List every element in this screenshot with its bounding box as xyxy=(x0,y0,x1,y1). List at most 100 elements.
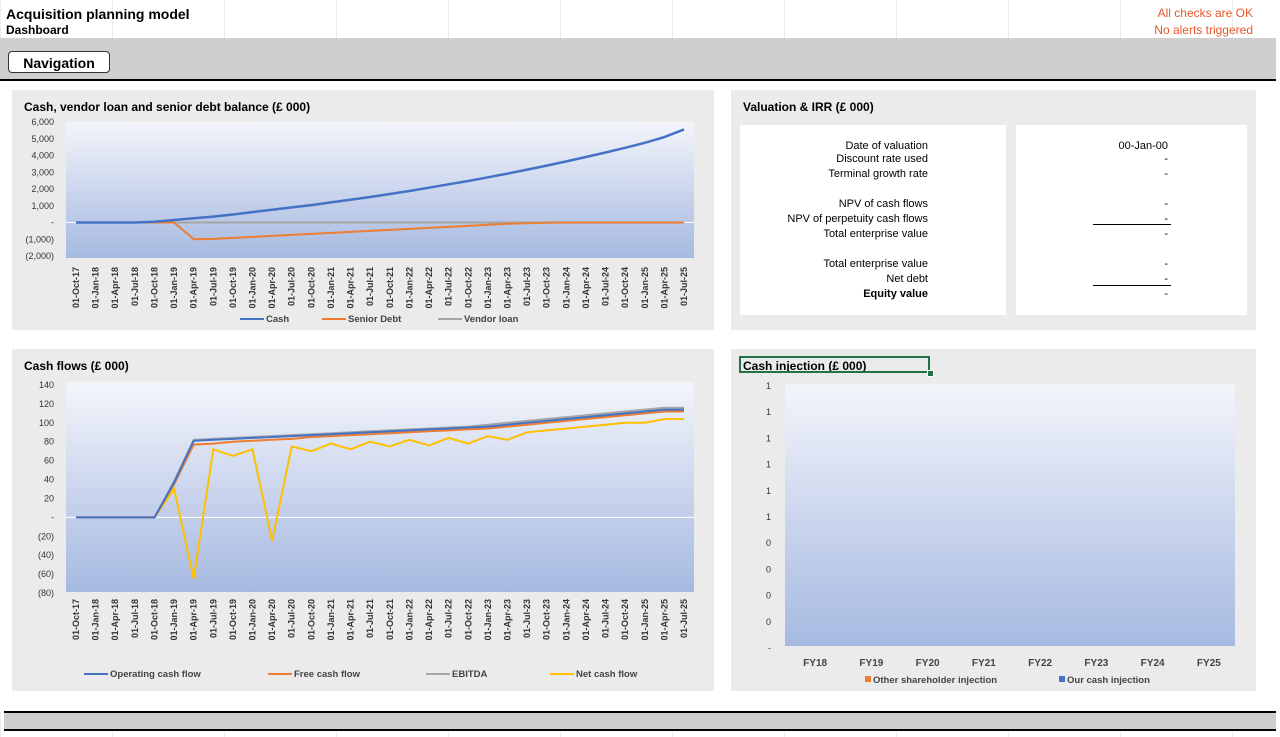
legend-label: Senior Debt xyxy=(348,314,402,325)
legend-label: Operating cash flow xyxy=(110,669,201,680)
x-tick-label: 01-Oct-17 xyxy=(71,267,81,308)
x-tick-label: 01-Jan-25 xyxy=(640,599,650,641)
selected-cell[interactable] xyxy=(739,356,930,373)
series-line-senior-debt xyxy=(76,221,684,241)
plot-area xyxy=(66,122,694,258)
y-tick-label: 3,000 xyxy=(31,167,54,177)
x-tick-label: 01-Oct-22 xyxy=(463,599,473,640)
checks-status: All checks are OK xyxy=(1157,6,1253,20)
x-tick-label: 01-Oct-20 xyxy=(306,267,316,308)
valuation-label: NPV of cash flows xyxy=(838,198,928,210)
x-tick-label: 01-Jan-20 xyxy=(248,267,258,309)
cash-injection-chart: 1 1 1 1 1 1 0 0 0 0 - FY18 FY19 FY20 FY21 FY22 FY23 FY24 F… xyxy=(766,381,1221,686)
x-tick-label: 01-Jan-19 xyxy=(169,599,179,641)
valuation-value: - xyxy=(1164,213,1168,225)
x-tick-label: 01-Jan-24 xyxy=(561,267,571,309)
y-tick-label: 40 xyxy=(44,475,54,485)
x-tick-label: 01-Oct-24 xyxy=(620,267,630,308)
valuation-label: Total enterprise value xyxy=(823,258,928,270)
x-tick-label: FY18 xyxy=(803,658,827,669)
valuation-label: Date of valuation xyxy=(845,140,928,152)
x-tick-label: 01-Jan-19 xyxy=(169,267,179,309)
legend-label: EBITDA xyxy=(452,669,488,680)
footer-band xyxy=(4,711,1276,731)
x-tick-label: 01-Jul-18 xyxy=(130,267,140,306)
x-tick-label: 01-Oct-21 xyxy=(385,599,395,640)
y-tick-label: (1,000) xyxy=(25,234,54,244)
valuation-value: 00-Jan-00 xyxy=(1118,140,1168,152)
valuation-label: Total enterprise value xyxy=(823,228,928,240)
y-tick-label: - xyxy=(51,218,54,228)
y-tick-label: (60) xyxy=(38,569,54,579)
x-tick-label: 01-Jul-25 xyxy=(679,267,689,306)
legend-swatch xyxy=(1059,676,1065,682)
series-line-ebitda xyxy=(76,406,684,519)
fill-handle[interactable] xyxy=(927,370,934,377)
header-band xyxy=(0,38,1276,79)
y-tick-label: 0 xyxy=(766,617,771,627)
y-tick-label: (40) xyxy=(38,550,54,560)
y-tick-label: (80) xyxy=(38,588,54,598)
x-tick-label: FY19 xyxy=(859,658,883,669)
x-tick-label: 01-Jul-21 xyxy=(365,599,375,638)
x-tick-label: FY23 xyxy=(1084,658,1108,669)
x-tick-label: 01-Oct-22 xyxy=(463,267,473,308)
x-tick-label: 01-Jan-20 xyxy=(248,599,258,641)
valuation-values-box xyxy=(1016,125,1247,315)
balance-chart-panel[interactable]: Cash, vendor loan and senior debt balanc… xyxy=(12,90,714,330)
legend-label: Cash xyxy=(266,314,289,325)
y-tick-label: 1,000 xyxy=(31,201,54,211)
x-tick-label: 01-Apr-20 xyxy=(267,267,277,309)
y-tick-label: 20 xyxy=(44,493,54,503)
divider xyxy=(0,79,1276,81)
x-tick-label: 01-Apr-21 xyxy=(346,267,356,309)
x-tick-label: 01-Jan-24 xyxy=(561,599,571,641)
x-tick-label: 01-Apr-19 xyxy=(189,267,199,309)
x-tick-label: 01-Jul-24 xyxy=(601,267,611,306)
x-tick-label: 01-Apr-22 xyxy=(424,267,434,309)
x-tick-label: FY22 xyxy=(1028,658,1052,669)
x-tick-label: 01-Oct-23 xyxy=(542,267,552,308)
y-tick-label: 1 xyxy=(766,407,771,417)
x-tick-label: FY25 xyxy=(1197,658,1221,669)
y-tick-label: 80 xyxy=(44,437,54,447)
valuation-labels-box xyxy=(740,125,1006,315)
chart-title: Cash flows (£ 000) xyxy=(24,359,129,373)
model-title: Acquisition planning model xyxy=(6,6,190,22)
x-tick-label: 01-Apr-24 xyxy=(581,599,591,641)
x-tick-label: 01-Jul-19 xyxy=(208,599,218,638)
chart-title: Cash injection (£ 000) xyxy=(743,359,867,373)
x-tick-label: 01-Jul-18 xyxy=(130,599,140,638)
y-tick-label: 60 xyxy=(44,456,54,466)
legend-label: Net cash flow xyxy=(576,669,638,680)
navigation-button[interactable]: Navigation xyxy=(8,51,110,73)
x-tick-label: 01-Jul-23 xyxy=(522,599,532,638)
x-tick-label: 01-Apr-23 xyxy=(502,267,512,309)
valuation-label: Net debt xyxy=(886,273,928,285)
balance-chart: 6,000 5,000 4,000 3,000 2,000 1,000 - (1,000) (2… xyxy=(25,117,694,325)
series-line-cash xyxy=(76,128,685,224)
chart-title: Cash, vendor loan and senior debt balanc… xyxy=(24,100,311,114)
x-tick-label: 01-Oct-20 xyxy=(306,599,316,640)
valuation-label: Discount rate used xyxy=(836,153,928,165)
series-line-operating-cash-flow xyxy=(76,408,684,519)
y-tick-label: 1 xyxy=(766,460,771,470)
x-tick-label: 01-Apr-20 xyxy=(267,599,277,641)
valuation-label: NPV of perpetuity cash flows xyxy=(787,213,928,225)
y-tick-label: 5,000 xyxy=(31,134,54,144)
x-tick-label: 01-Apr-23 xyxy=(502,599,512,641)
x-tick-label: 01-Apr-19 xyxy=(189,599,199,641)
x-tick-label: 01-Jan-23 xyxy=(483,599,493,641)
valuation-value: - xyxy=(1164,153,1168,165)
series-line-free-cash-flow xyxy=(76,410,684,519)
x-tick-label: 01-Jan-18 xyxy=(91,267,101,309)
x-tick-label: 01-Jul-20 xyxy=(287,267,297,306)
valuation-value: - xyxy=(1164,168,1168,180)
x-tick-label: 01-Oct-19 xyxy=(228,599,238,640)
x-tick-label: FY24 xyxy=(1141,658,1165,669)
cash-injection-chart-panel[interactable]: Cash injection (£ 000) 1 1 1 1 1 1 0 0 0 0 - FY18 FY… xyxy=(731,349,1256,691)
valuation-label: Equity value xyxy=(863,288,928,300)
x-tick-label: 01-Oct-21 xyxy=(385,267,395,308)
valuation-value: - xyxy=(1164,258,1168,270)
cash-flows-chart-panel[interactable]: Cash flows (£ 000) 140 120 100 80 60 40 20 - (20… xyxy=(12,349,714,691)
